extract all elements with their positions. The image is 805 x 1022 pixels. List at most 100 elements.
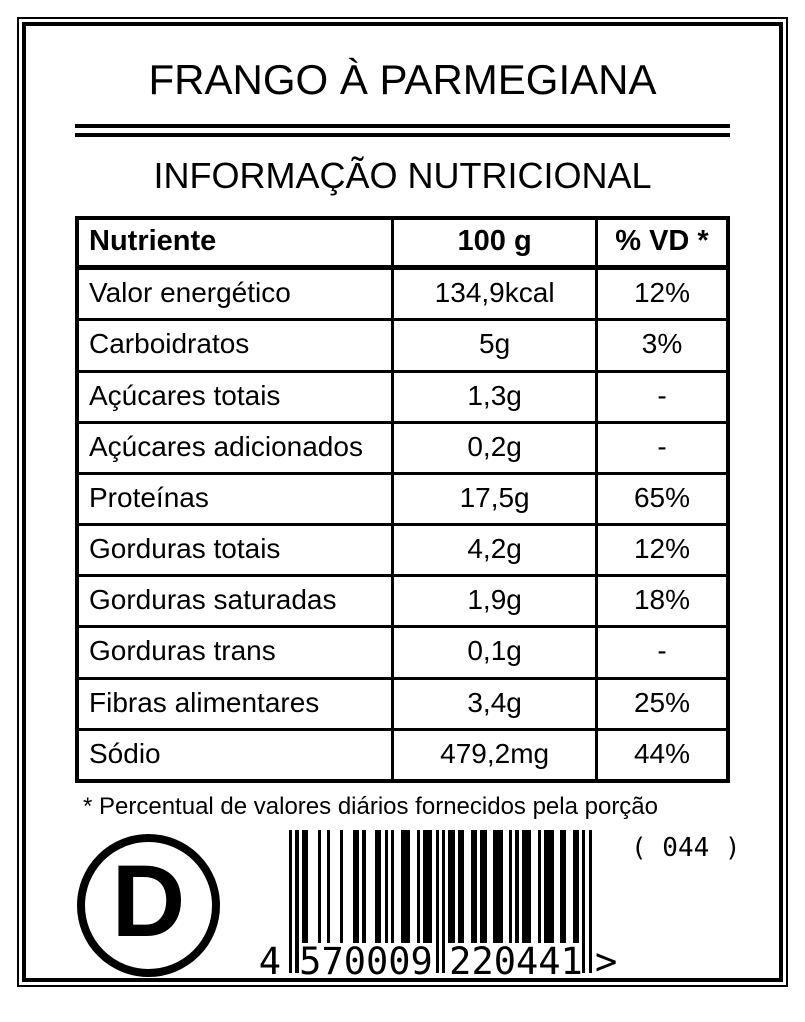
barcode-bar (301, 829, 305, 943)
barcode-bar (451, 829, 455, 943)
barcode-bar (508, 829, 513, 943)
barcode-bar (426, 829, 430, 943)
barcode-bar (457, 829, 462, 943)
cell-nutrient: Açúcares adicionados (75, 420, 395, 475)
title-divider (75, 124, 730, 138)
cell-nutrient: Valor energético (75, 266, 395, 322)
cell-nutrient: Proteínas (75, 471, 395, 527)
barcode-bar (470, 829, 474, 943)
barcode-bar (406, 829, 411, 943)
cell-amount: 479,2mg (391, 727, 598, 783)
dv-footnote: * Percentual de valores diários fornecid… (83, 793, 659, 820)
barcode-bar (340, 829, 344, 943)
header-nutrient: Nutriente (75, 216, 395, 271)
cell-amount: 3,4g (391, 676, 598, 731)
barcode-bar (384, 829, 388, 943)
nutrition-heading: INFORMAÇÃO NUTRICIONAL (153, 155, 652, 197)
barcode-bar (442, 829, 446, 973)
table-row: Valor energético 134,9kcal 12% (75, 266, 730, 322)
cell-nutrient: Gorduras saturadas (75, 574, 395, 629)
header-dv: % VD * (594, 216, 730, 271)
barcode-bar (429, 829, 433, 943)
barcode-bar (375, 829, 379, 943)
barcode-bar (528, 829, 532, 943)
barcode-bar (391, 829, 395, 943)
barcode-bar (550, 829, 554, 943)
nutrition-table-body: Valor energético 134,9kcal 12% Carboidratos… (75, 266, 730, 783)
table-row: Gorduras totais 4,2g 12% (75, 523, 730, 578)
barcode-bar (537, 829, 541, 943)
cell-amount: 0,2g (391, 420, 598, 475)
barcode-bar (327, 829, 331, 943)
cell-nutrient: Açúcares totais (75, 369, 395, 424)
cell-nutrient: Fibras alimentares (75, 676, 395, 731)
barcode-bar (400, 829, 404, 943)
barcode-bar (524, 829, 529, 943)
barcode-bar (289, 829, 293, 973)
brand-letter: D (111, 844, 186, 959)
brand-circle-logo: D (77, 833, 220, 977)
cell-amount: 134,9kcal (391, 266, 598, 322)
table-row: Açúcares adicionados 0,2g - (75, 420, 730, 475)
ean13-barcode: 4 570009 220441 > (259, 829, 617, 983)
barcode-bar (588, 829, 592, 973)
barcode-first-digit: 4 (258, 939, 281, 983)
barcode-bar (496, 829, 500, 943)
barcode-bar (493, 829, 497, 943)
barcode-bar (422, 829, 427, 943)
table-row: Gorduras trans 0,1g - (75, 625, 730, 680)
barcode-bar (352, 829, 356, 943)
cell-nutrient: Carboidratos (75, 318, 395, 373)
cell-amount: 4,2g (391, 523, 598, 578)
label-content: FRANGO À PARMEGIANA INFORMAÇÃO NUTRICION… (26, 56, 779, 1022)
cell-amount: 0,1g (391, 625, 598, 680)
barcode-bar (317, 829, 321, 943)
barcode-left-group: 570009 (299, 939, 433, 983)
table-row: Açúcares totais 1,3g - (75, 369, 730, 424)
barcode-bar (448, 829, 452, 943)
cell-nutrient: Gorduras trans (75, 625, 395, 680)
table-header-row: Nutriente 100 g % VD * (75, 216, 730, 271)
table-row: Gorduras saturadas 1,9g 18% (75, 574, 730, 629)
cell-nutrient: Sódio (75, 727, 395, 783)
header-amount: 100 g (391, 216, 598, 271)
cell-dv: 44% (594, 727, 730, 783)
cell-nutrient: Gorduras totais (75, 523, 395, 578)
cell-dv: 25% (594, 676, 730, 731)
barcode-bar (416, 829, 420, 943)
table-row: Carboidratos 5g 3% (75, 318, 730, 373)
barcode-bar (304, 829, 309, 943)
cell-dv: 65% (594, 471, 730, 527)
barcode-bar (582, 829, 586, 973)
barcode-bar (515, 829, 519, 943)
cell-dv: 3% (594, 318, 730, 373)
table-row: Sódio 479,2mg 44% (75, 727, 730, 783)
barcode-bar (483, 829, 487, 943)
product-title: FRANGO À PARMEGIANA (148, 56, 657, 103)
barcode-bar (461, 829, 465, 943)
barcode-bar (559, 829, 564, 943)
cell-dv: - (594, 369, 730, 424)
nutrition-table: Nutriente 100 g % VD * Valor energético 1… (75, 215, 730, 783)
barcode-bar (378, 829, 382, 943)
barcode-right-group: 220441 (449, 939, 583, 983)
barcode-bar (403, 829, 407, 943)
barcode-bar (575, 829, 580, 943)
cell-amount: 5g (391, 318, 598, 373)
table-row: Fibras alimentares 3,4g 25% (75, 676, 730, 731)
barcode-bar (572, 829, 576, 943)
barcode-bar (563, 829, 567, 943)
cell-amount: 17,5g (391, 471, 598, 527)
barcode-trailing-char: > (595, 939, 618, 983)
barcode-bar (499, 829, 503, 943)
barcode-bar (435, 829, 439, 973)
barcode-bar (355, 829, 360, 943)
table-row: Proteínas 17,5g 65% (75, 471, 730, 527)
barcode-bars (289, 829, 594, 973)
barcode-bar (480, 829, 484, 943)
cell-amount: 1,9g (391, 574, 598, 629)
code-tag: ( 044 ) (631, 832, 741, 863)
cell-dv: 12% (594, 523, 730, 578)
label-outer-border: FRANGO À PARMEGIANA INFORMAÇÃO NUTRICION… (17, 17, 788, 987)
bottom-area: D 4 570009 220441 > ( 044 ) (75, 822, 741, 1022)
